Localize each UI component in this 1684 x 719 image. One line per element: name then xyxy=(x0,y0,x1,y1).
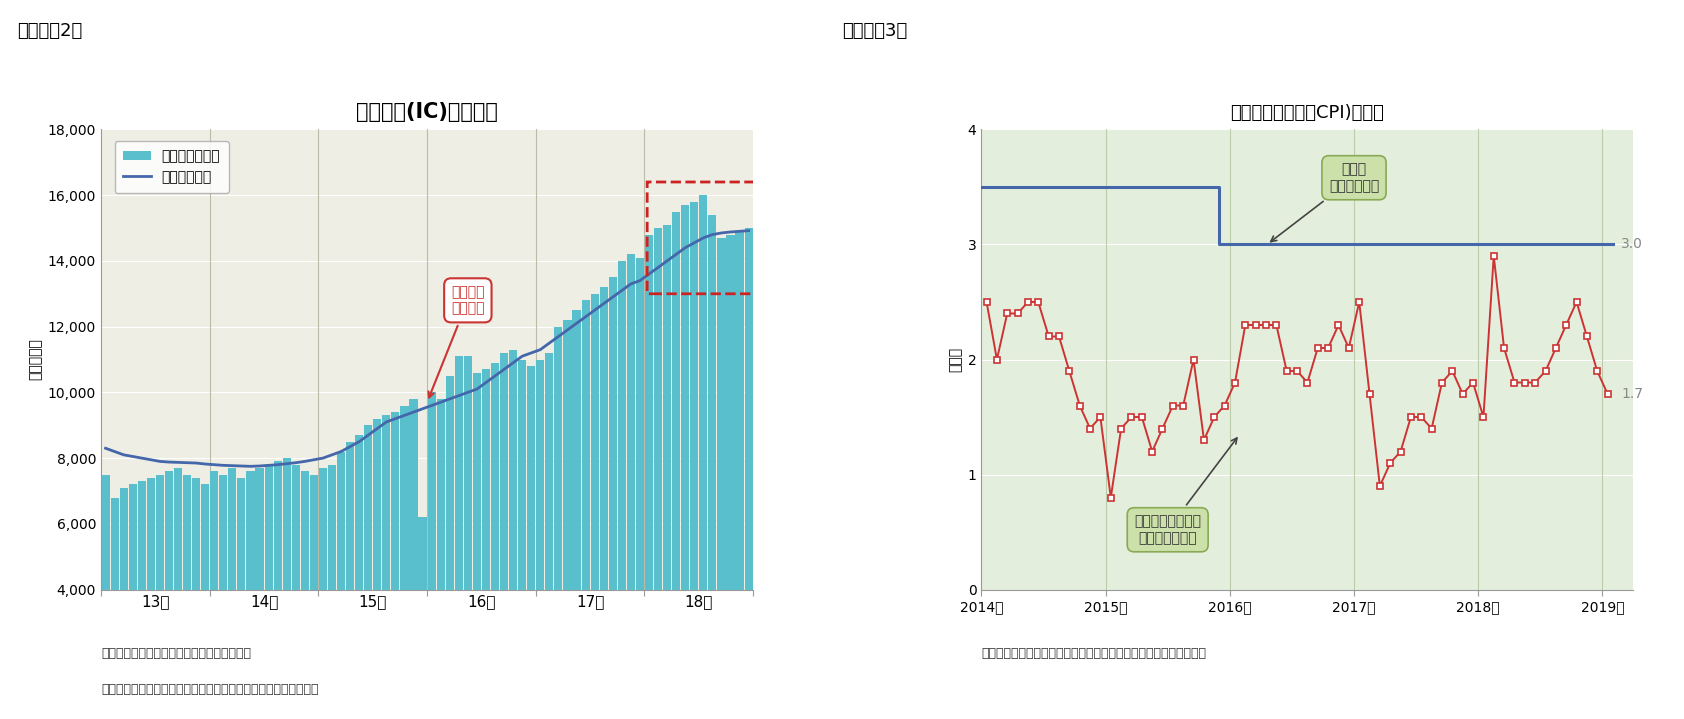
Text: （図表－3）: （図表－3） xyxy=(842,22,908,40)
Bar xyxy=(219,475,227,719)
Bar xyxy=(527,366,536,719)
Bar xyxy=(536,360,544,719)
Bar xyxy=(509,349,517,719)
Title: 消費者物価指数（CPI)の推移: 消費者物価指数（CPI)の推移 xyxy=(1231,104,1384,122)
Bar xyxy=(374,418,381,719)
Text: 消費者物価上昇率
（前年同月比）: 消費者物価上昇率 （前年同月比） xyxy=(1135,438,1238,545)
Bar xyxy=(672,211,680,719)
Bar xyxy=(192,478,200,719)
Bar xyxy=(726,234,734,719)
Text: 政府の
物価抑制目標: 政府の 物価抑制目標 xyxy=(1271,162,1379,242)
Bar xyxy=(736,232,744,719)
Bar xyxy=(717,238,726,719)
Text: 1.7: 1.7 xyxy=(1622,387,1644,401)
Bar xyxy=(184,475,192,719)
Bar xyxy=(463,356,472,719)
Text: （図表－2）: （図表－2） xyxy=(17,22,83,40)
Bar xyxy=(428,393,436,719)
Bar xyxy=(608,278,616,719)
Bar xyxy=(111,498,118,719)
Bar xyxy=(699,195,707,719)
Bar xyxy=(419,517,426,719)
Bar xyxy=(436,399,445,719)
Bar xyxy=(401,406,409,719)
Bar xyxy=(291,464,300,719)
Bar xyxy=(690,202,699,719)
Bar xyxy=(382,416,391,719)
Bar xyxy=(637,257,643,719)
Bar xyxy=(409,399,418,719)
Bar xyxy=(591,294,600,719)
Bar xyxy=(345,441,354,719)
Bar xyxy=(626,255,635,719)
Bar xyxy=(120,487,128,719)
Text: （資料）中国国家統計局のデータを元に作成: （資料）中国国家統計局のデータを元に作成 xyxy=(101,647,251,660)
Text: （注）データ未公表の月は前月と同量として計算・加工している: （注）データ未公表の月は前月と同量として計算・加工している xyxy=(101,683,318,696)
Bar xyxy=(744,228,753,719)
Bar xyxy=(645,234,653,719)
Bar xyxy=(246,471,254,719)
Bar xyxy=(200,485,209,719)
Bar xyxy=(318,468,327,719)
Legend: 生産（加工後）, １年移動平均: 生産（加工後）, １年移動平均 xyxy=(115,141,229,193)
Bar xyxy=(709,215,716,719)
Bar xyxy=(600,287,608,719)
Bar xyxy=(173,468,182,719)
Bar xyxy=(328,464,337,719)
Bar xyxy=(573,310,581,719)
Bar xyxy=(391,412,399,719)
Bar xyxy=(264,464,273,719)
Bar xyxy=(210,471,219,719)
Bar xyxy=(618,261,626,719)
Bar xyxy=(581,301,589,719)
Bar xyxy=(663,225,672,719)
Bar xyxy=(364,425,372,719)
Bar xyxy=(564,320,571,719)
Bar xyxy=(256,468,264,719)
Y-axis label: （百万個）: （百万個） xyxy=(29,339,42,380)
Y-axis label: （％）: （％） xyxy=(948,347,962,372)
Bar xyxy=(128,485,136,719)
Bar xyxy=(273,462,281,719)
Bar xyxy=(546,353,554,719)
Bar xyxy=(554,326,562,719)
Bar xyxy=(653,228,662,719)
Bar xyxy=(473,372,482,719)
Bar xyxy=(147,478,155,719)
Bar xyxy=(165,471,173,719)
Bar xyxy=(355,435,364,719)
Bar xyxy=(283,458,291,719)
Bar xyxy=(310,475,318,719)
Bar xyxy=(492,363,498,719)
Bar xyxy=(519,360,527,719)
Bar xyxy=(482,370,490,719)
Bar xyxy=(229,468,236,719)
Bar xyxy=(446,376,453,719)
Text: 3.0: 3.0 xyxy=(1622,237,1644,252)
Bar xyxy=(138,481,147,719)
Bar xyxy=(500,353,509,719)
Title: 集積回路(IC)の生産量: 集積回路(IC)の生産量 xyxy=(355,102,498,122)
Text: チャイナ
ショック: チャイナ ショック xyxy=(428,285,485,398)
Bar xyxy=(455,356,463,719)
Bar xyxy=(680,205,689,719)
Text: （資料）中国国家統計局のデータ、中国政府の公表資料を元に作成: （資料）中国国家統計局のデータ、中国政府の公表資料を元に作成 xyxy=(982,647,1206,660)
Bar xyxy=(157,475,163,719)
Bar xyxy=(337,452,345,719)
Bar xyxy=(301,471,308,719)
Bar xyxy=(101,475,109,719)
Bar xyxy=(237,478,246,719)
